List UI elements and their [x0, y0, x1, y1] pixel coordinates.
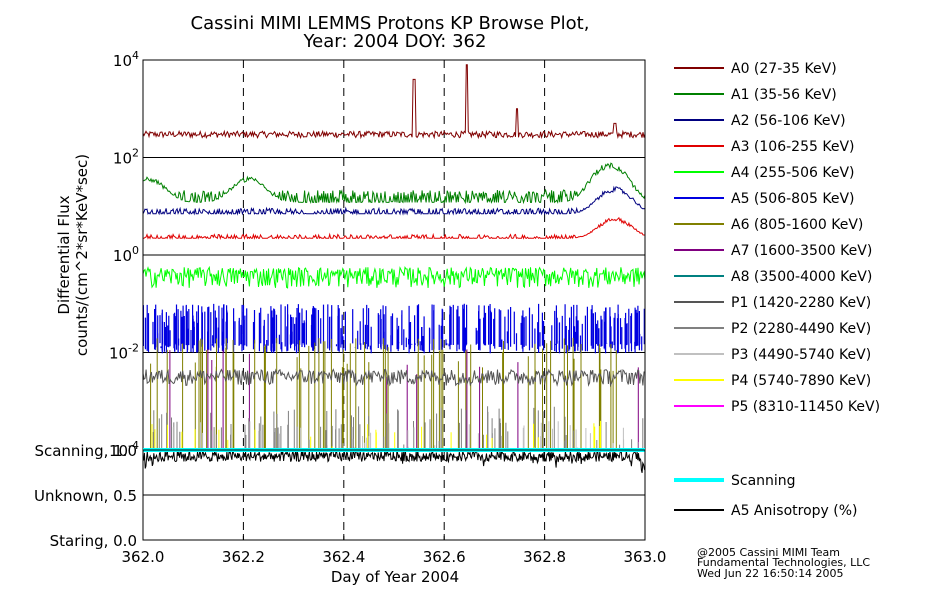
legend-label-0: A0 (27-35 KeV): [731, 61, 837, 77]
y-tick-label-1: 102: [113, 147, 139, 168]
series-a3: [143, 216, 646, 240]
series-a7: [169, 348, 639, 450]
legend-label-10: P2 (2280-4490 KeV): [731, 321, 871, 337]
y-tick-label-3: 10-2: [109, 342, 139, 363]
y-axis-label-line1: Differential Flux: [55, 195, 73, 314]
legend: A0 (27-35 KeV) A1 (35-56 KeV) A2 (56-106 K…: [674, 61, 880, 519]
series-a1: [142, 162, 646, 205]
legend-label-4: A4 (255-506 KeV): [731, 165, 854, 181]
legend-label-12: P4 (5740-7890 KeV): [731, 373, 871, 389]
y-tick-base-4: 10: [109, 442, 128, 460]
state-tick-label-0: Scanning, 1.0: [34, 442, 137, 460]
y-tick-exp-2: 0: [132, 244, 139, 257]
x-tick-label-4: 362.8: [523, 548, 566, 566]
series-p4: [151, 420, 614, 450]
y-tick-base-3: 10: [109, 345, 128, 363]
series-a2: [142, 185, 646, 216]
series-a5: [142, 303, 645, 354]
x-tick-label-0: 362.0: [122, 548, 165, 566]
y-tick-exp-0: 4: [132, 49, 139, 62]
series-p1: [142, 368, 645, 388]
legend-label-2: A2 (56-106 KeV): [731, 113, 846, 129]
chart-title-line2: Year: 2004 DOY: 362: [303, 31, 487, 52]
state-tick-label-1: Unknown, 0.5: [34, 487, 137, 505]
series-a6: [150, 337, 617, 450]
y-tick-exp-1: 2: [132, 147, 139, 160]
legend-label-9: P1 (1420-2280 KeV): [731, 295, 871, 311]
x-axis-label: Day of Year 2004: [331, 568, 459, 586]
footer-company: Fundamental Technologies, LLC: [697, 556, 870, 569]
series-a5-anisotropy: [142, 449, 646, 474]
x-tick-label-3: 362.6: [423, 548, 466, 566]
footer-copyright: @2005 Cassini MIMI Team: [697, 546, 840, 559]
legend-label-6: A6 (805-1600 KeV): [731, 217, 863, 233]
footer-timestamp: Wed Jun 22 16:50:14 2005: [697, 567, 844, 580]
y-tick-base-2: 10: [113, 247, 132, 265]
legend-label-5: A5 (506-805 KeV): [731, 191, 854, 207]
legend-label-7: A7 (1600-3500 KeV): [731, 243, 872, 259]
legend-label-11: P3 (4490-5740 KeV): [731, 347, 871, 363]
y-tick-label-0: 104: [113, 49, 139, 70]
y-tick-label-2: 100: [113, 244, 139, 265]
x-tick-label-1: 362.2: [222, 548, 265, 566]
y-tick-label-4: 10-4: [109, 439, 139, 460]
series-a0: [142, 64, 646, 140]
chart-title-line1: Cassini MIMI LEMMS Protons KP Browse Plo…: [191, 13, 590, 34]
legend-label-1: A1 (35-56 KeV): [731, 87, 837, 103]
y-tick-exp-4: -4: [128, 439, 139, 452]
state-panel-frame: [142, 449, 646, 541]
legend-label-13: P5 (8310-11450 KeV): [731, 399, 880, 415]
state-tick-label-2: Staring, 0.0: [50, 532, 137, 550]
x-tick-label-2: 362.4: [322, 548, 365, 566]
y-tick-base-1: 10: [113, 150, 132, 168]
y-axis-label-line2: counts/(cm^2*sr*KeV*sec): [73, 154, 91, 356]
legend-state-label-1: A5 Anisotropy (%): [731, 503, 858, 519]
legend-label-3: A3 (106-255 KeV): [731, 139, 854, 155]
x-tick-label-5: 363.0: [624, 548, 667, 566]
y-tick-exp-3: -2: [128, 342, 139, 355]
y-tick-base-0: 10: [113, 52, 132, 70]
legend-label-8: A8 (3500-4000 KeV): [731, 269, 872, 285]
series-a4: [142, 265, 646, 289]
legend-state-label-0: Scanning: [731, 473, 796, 489]
